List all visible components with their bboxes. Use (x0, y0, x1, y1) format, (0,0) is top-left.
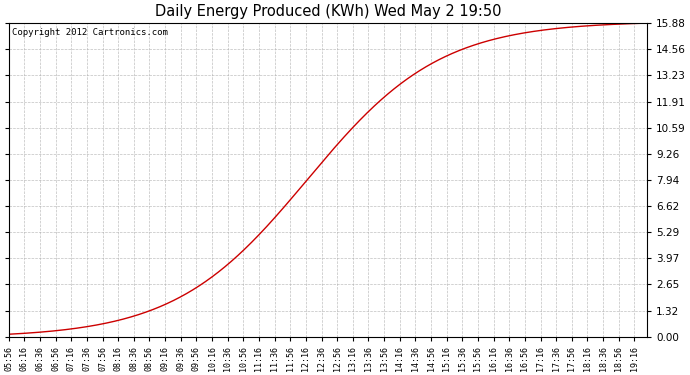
Text: Copyright 2012 Cartronics.com: Copyright 2012 Cartronics.com (12, 28, 168, 37)
Title: Daily Energy Produced (KWh) Wed May 2 19:50: Daily Energy Produced (KWh) Wed May 2 19… (155, 4, 501, 19)
